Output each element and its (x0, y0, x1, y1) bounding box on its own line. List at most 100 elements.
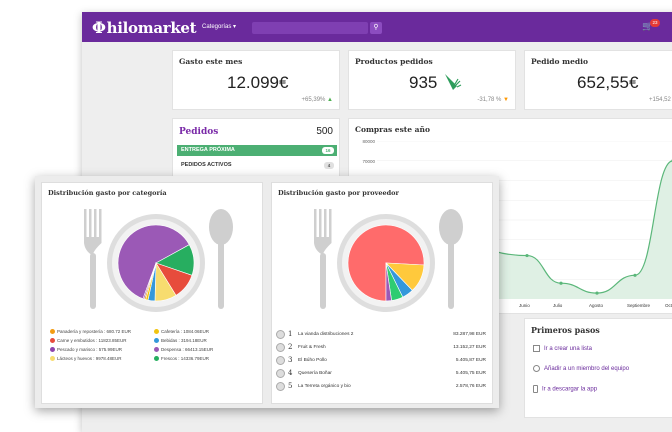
primeros-pasos-card: Primeros pasos Ir a crear una lista Añad… (524, 318, 672, 418)
carrot-icon (445, 74, 462, 90)
supplier-icon (276, 356, 285, 365)
search-input[interactable] (252, 22, 368, 34)
x-tick-label: Octubre (665, 303, 672, 308)
row-rank: 3 (288, 356, 293, 364)
data-point[interactable] (633, 273, 637, 277)
pie-slice[interactable] (385, 262, 392, 302)
supplier-icon (276, 343, 285, 352)
arrow-down-icon: ▼ (503, 97, 509, 103)
row-label: PEDIDOS ACTIVOS (181, 162, 232, 168)
row-badge: 16 (322, 147, 334, 154)
supplier-icon (276, 369, 285, 378)
categories-label: Categorías (202, 24, 232, 30)
kpi-title: Productos pedidos (355, 57, 433, 66)
pp-item-app[interactable]: Ir a descargar la app (533, 385, 597, 393)
cart-badge: 23 (650, 19, 660, 27)
fork-icon (84, 209, 102, 309)
legend-item: Bebidas : 3194.18EUR (154, 338, 207, 344)
legend-label: Carne y embutidos : 11823.85EUR (57, 338, 127, 343)
legend-item: Frescos : 14336.79EUR (154, 356, 210, 362)
search-icon[interactable]: ⚲ (370, 22, 382, 34)
legend-item: Lácteos y huevos : 9978.48EUR (50, 356, 122, 362)
kpi-value: 12.099€ (227, 73, 289, 92)
x-tick-label: Agosto (589, 303, 604, 308)
data-point[interactable] (525, 253, 529, 258)
row-badge: 4 (324, 162, 334, 169)
legend-label: Pescado y marisco : 575.99EUR (57, 347, 123, 352)
pedidos-row-activos[interactable]: PEDIDOS ACTIVOS 4 (177, 160, 337, 171)
legend-label: Panadería y repostería : 680.72 EUR (57, 329, 132, 334)
proveedor-row[interactable]: 5 La Terreta orgánico y bio 2.578,76 EUR (276, 381, 488, 393)
supplier-name: La Terreta orgánico y bio (298, 384, 351, 389)
list-icon (533, 345, 540, 352)
distribution-window: Distribución gasto por categoría Panader… (35, 176, 499, 408)
legend-dot (154, 347, 159, 353)
supplier-value: 5.405,75 EUR (455, 371, 486, 376)
kpi-change: +154,52 (649, 97, 671, 103)
kpi-title: Gasto este mes (179, 57, 243, 66)
fork-icon (314, 209, 332, 309)
categoria-pie-chart (117, 224, 195, 302)
phone-icon (533, 385, 538, 393)
legend-dot (154, 356, 159, 362)
row-rank: 1 (288, 330, 293, 338)
logo-text: hilomarket (106, 19, 197, 37)
categoria-title: Distribución gasto por categoría (48, 189, 167, 197)
supplier-name: La vianda distribuciones 2 (298, 332, 354, 337)
supplier-value: 13.152,27 EUR (453, 345, 486, 350)
legend-dot (154, 329, 159, 335)
proveedor-pie-chart (347, 224, 425, 302)
pedidos-row-entrega[interactable]: ENTREGA PRÓXIMA 16 (177, 145, 337, 156)
legend-dot (154, 338, 159, 344)
legend-item: Pescado y marisco : 575.99EUR (50, 347, 123, 353)
kpi-card-gasto: Gasto este mes 12.099€ +65,39% ▲ (172, 50, 340, 110)
row-rank: 2 (288, 343, 293, 351)
legend-item: Despensa : 66413.15EUR (154, 347, 214, 353)
pp-item-lista[interactable]: Ir a crear una lista (533, 345, 592, 352)
legend-label: Lácteos y huevos : 9978.48EUR (57, 356, 122, 361)
pp-item-miembro[interactable]: Añadir a un miembro del equipo (533, 365, 629, 372)
arrow-up-icon: ▲ (327, 97, 333, 103)
kpi-value: 935 (409, 73, 438, 92)
proveedor-title: Distribución gasto por proveedor (278, 189, 399, 197)
row-label: ENTREGA PRÓXIMA (181, 147, 235, 153)
data-point[interactable] (559, 281, 563, 285)
x-tick-label: Septiembre (627, 303, 651, 308)
supplier-name: El Búho Pollo (298, 358, 327, 363)
pie-slice[interactable] (142, 262, 157, 300)
logo[interactable]: Φhilomarket (92, 18, 197, 37)
legend-item: Cafetería : 1084.06EUR (154, 329, 209, 335)
proveedor-panel: Distribución gasto por proveedor 1 La via… (271, 182, 493, 404)
kpi-card-pedido-medio: Pedido medio 652,55€ +154,52 (524, 50, 672, 110)
proveedor-row[interactable]: 1 La vianda distribuciones 2 83.287,98 EUR (276, 329, 488, 341)
proveedor-row[interactable]: 3 El Búho Pollo 5.405,87 EUR (276, 355, 488, 367)
kpi-title: Pedido medio (531, 57, 588, 66)
row-rank: 4 (288, 369, 293, 377)
kpi-change: -31,78 % ▼ (477, 97, 509, 103)
cart-icon[interactable]: 🛒 (642, 21, 654, 31)
y-tick-label: 70000 (362, 158, 375, 164)
legend-label: Frescos : 14336.79EUR (161, 356, 210, 361)
data-point[interactable] (595, 291, 599, 295)
primeros-title: Primeros pasos (531, 325, 600, 335)
legend-label: Despensa : 66413.15EUR (161, 347, 214, 352)
row-rank: 5 (288, 382, 293, 390)
proveedor-row[interactable]: 2 Fruit & Fresh 13.152,27 EUR (276, 342, 488, 354)
pedidos-count: 500 (316, 126, 333, 137)
pie-slice[interactable] (117, 224, 190, 300)
proveedor-row[interactable]: 4 Quesería Boñar 5.405,75 EUR (276, 368, 488, 380)
spoon-icon (209, 209, 233, 309)
compras-title: Compras este año (355, 125, 430, 134)
supplier-name: Quesería Boñar (298, 371, 332, 376)
user-icon (533, 365, 540, 372)
supplier-icon (276, 382, 285, 391)
kpi-value: 652,55€ (577, 73, 639, 92)
legend-dot (50, 356, 55, 362)
supplier-value: 2.578,76 EUR (455, 384, 486, 389)
categories-menu[interactable]: Categorías ▾ (202, 23, 236, 30)
supplier-name: Fruit & Fresh (298, 345, 326, 350)
y-tick-label: 80000 (362, 139, 375, 144)
logo-glyph: Φ (92, 18, 106, 37)
supplier-value: 5.405,87 EUR (455, 358, 486, 363)
